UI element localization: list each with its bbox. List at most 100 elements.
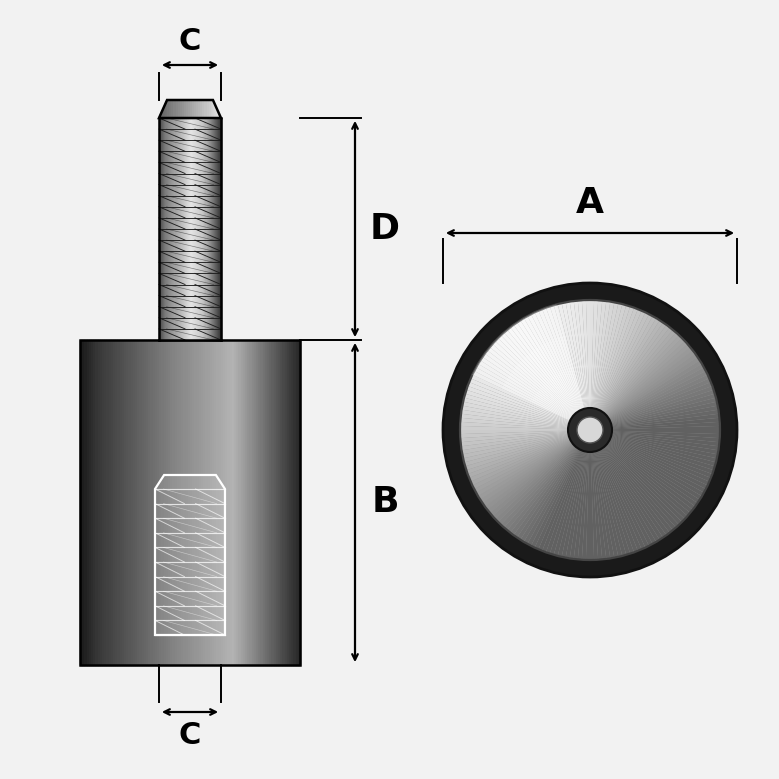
Polygon shape [163,100,167,118]
Wedge shape [464,397,590,430]
Polygon shape [84,340,86,665]
Wedge shape [590,430,719,450]
Wedge shape [590,397,717,430]
Wedge shape [504,430,590,530]
Polygon shape [206,100,209,118]
Polygon shape [199,340,201,665]
Polygon shape [223,340,225,665]
Polygon shape [155,340,157,665]
Wedge shape [461,430,590,450]
Wedge shape [546,430,590,554]
Wedge shape [590,364,704,430]
Polygon shape [131,340,132,665]
Wedge shape [590,305,630,430]
Polygon shape [199,118,200,340]
Polygon shape [111,340,113,665]
Polygon shape [258,340,260,665]
Polygon shape [243,340,245,665]
Polygon shape [254,340,256,665]
Wedge shape [510,325,590,430]
Polygon shape [188,340,190,665]
Wedge shape [590,316,656,430]
Polygon shape [172,340,174,665]
Polygon shape [263,340,265,665]
Wedge shape [550,430,590,555]
Wedge shape [523,430,590,544]
Wedge shape [472,430,590,489]
Text: C: C [179,721,201,750]
Polygon shape [210,118,212,340]
Wedge shape [590,430,720,442]
Wedge shape [504,330,590,430]
Polygon shape [132,340,135,665]
Polygon shape [256,340,258,665]
Wedge shape [590,304,626,430]
Wedge shape [590,430,720,446]
Polygon shape [97,340,100,665]
Polygon shape [175,118,177,340]
Wedge shape [590,422,720,430]
Polygon shape [294,340,295,665]
Wedge shape [590,430,656,544]
Text: B: B [372,485,399,520]
Wedge shape [569,430,590,559]
Wedge shape [590,430,690,516]
Wedge shape [558,303,590,430]
Polygon shape [209,118,210,340]
Polygon shape [177,340,179,665]
Wedge shape [590,354,697,430]
Wedge shape [590,382,712,430]
Wedge shape [460,422,590,430]
Polygon shape [153,340,155,665]
Wedge shape [531,430,590,548]
Polygon shape [271,340,273,665]
Wedge shape [527,314,590,430]
Text: D: D [370,212,400,246]
Wedge shape [534,430,590,549]
Polygon shape [175,100,178,118]
Wedge shape [469,379,590,430]
Polygon shape [201,340,203,665]
Polygon shape [169,118,171,340]
Wedge shape [582,430,590,560]
Polygon shape [203,118,204,340]
Polygon shape [120,340,122,665]
Wedge shape [590,430,718,454]
Text: A: A [576,186,604,220]
Polygon shape [195,340,196,665]
Polygon shape [182,340,183,665]
Polygon shape [186,100,188,118]
Polygon shape [203,340,206,665]
Wedge shape [590,430,615,559]
Polygon shape [191,118,192,340]
Polygon shape [204,100,206,118]
Wedge shape [538,309,590,430]
Polygon shape [83,340,84,665]
Polygon shape [217,118,218,340]
Wedge shape [527,430,590,546]
Wedge shape [485,351,590,430]
Polygon shape [100,340,102,665]
Polygon shape [146,340,148,665]
Polygon shape [89,340,91,665]
Polygon shape [168,340,170,665]
Polygon shape [216,118,217,340]
Wedge shape [498,430,590,525]
Polygon shape [249,340,252,665]
Wedge shape [590,368,706,430]
Wedge shape [485,430,590,509]
Wedge shape [590,430,716,467]
Polygon shape [192,100,194,118]
Wedge shape [590,341,688,430]
Wedge shape [590,418,720,430]
Wedge shape [510,430,590,535]
Polygon shape [190,340,192,665]
Wedge shape [460,430,590,438]
Polygon shape [115,340,118,665]
Polygon shape [169,100,171,118]
Wedge shape [590,344,690,430]
Wedge shape [520,318,590,430]
Wedge shape [590,430,688,519]
Wedge shape [460,430,590,442]
Wedge shape [590,430,602,560]
